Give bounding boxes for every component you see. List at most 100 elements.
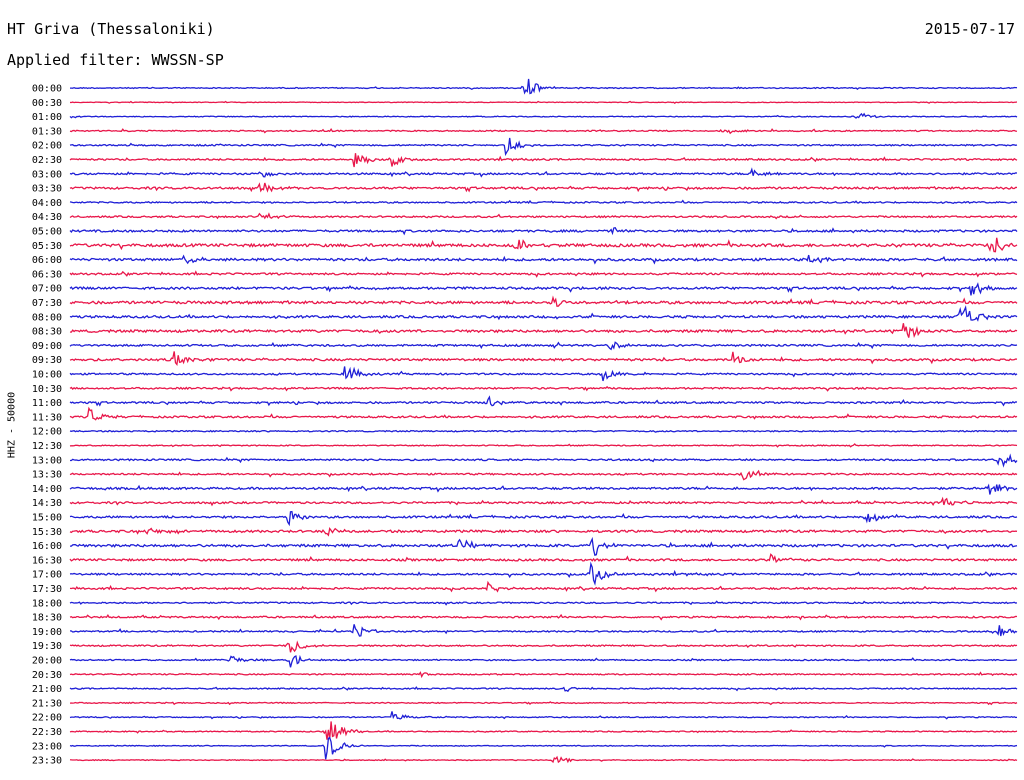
trace-row-1030 (69, 385, 1018, 392)
row-time-label: 21:30 (32, 698, 62, 709)
row-time-label: 20:00 (32, 656, 62, 667)
trace-row-1900 (69, 624, 1018, 637)
trace-row-2100 (69, 686, 1018, 693)
trace-row-0000 (69, 78, 1018, 95)
trace-row-0030 (69, 100, 1018, 104)
row-time-label: 15:00 (32, 513, 62, 524)
row-time-label: 22:00 (32, 713, 62, 724)
trace-row-2000 (69, 654, 1018, 668)
row-time-label: 15:30 (32, 527, 62, 538)
row-time-label: 04:00 (32, 198, 62, 209)
trace-row-1530 (69, 527, 1018, 537)
row-time-label: 01:30 (32, 126, 62, 137)
trace-row-0930 (69, 351, 1018, 367)
filter-label: Applied filter: WWSSN-SP (7, 51, 224, 69)
row-time-label: 16:30 (32, 555, 62, 566)
trace-row-0200 (69, 137, 1018, 157)
row-time-label: 01:00 (32, 112, 62, 123)
trace-row-1730 (69, 580, 1018, 593)
row-time-label: 05:00 (32, 227, 62, 238)
row-time-label: 19:00 (32, 627, 62, 638)
row-time-label: 18:00 (32, 598, 62, 609)
trace-row-1700 (69, 561, 1018, 586)
trace-row-0900 (69, 341, 1018, 351)
row-time-label: 14:00 (32, 484, 62, 495)
trace-row-0100 (69, 112, 1018, 119)
trace-row-1230 (69, 443, 1018, 448)
trace-row-1130 (69, 406, 1018, 421)
trace-row-0730 (69, 295, 1018, 307)
row-time-label: 08:00 (32, 312, 62, 323)
trace-row-0130 (69, 127, 1018, 135)
trace-row-2230 (69, 721, 1018, 740)
row-time-label: 00:30 (32, 98, 62, 109)
row-time-label: 17:00 (32, 570, 62, 581)
trace-row-1330 (69, 469, 1018, 481)
trace-row-0530 (69, 237, 1018, 253)
trace-row-0830 (69, 323, 1018, 338)
trace-row-0630 (69, 270, 1018, 278)
trace-row-2030 (69, 671, 1018, 679)
row-time-label: 13:30 (32, 470, 62, 481)
trace-row-1830 (69, 613, 1018, 621)
trace-row-2200 (69, 711, 1018, 720)
trace-row-2300 (69, 736, 1018, 760)
row-time-label: 21:00 (32, 684, 62, 695)
trace-row-1400 (69, 483, 1018, 495)
row-time-label: 17:30 (32, 584, 62, 595)
trace-row-0500 (69, 227, 1018, 236)
trace-row-0400 (69, 199, 1018, 205)
trace-row-1930 (69, 640, 1018, 653)
station-title: HT Griva (Thessaloniki) (7, 20, 215, 38)
row-time-label: 23:30 (32, 756, 62, 767)
trace-row-2130 (69, 701, 1018, 706)
date-label: 2015-07-17 (924, 20, 1015, 38)
row-time-label: 00:00 (32, 84, 62, 95)
row-time-label: 22:30 (32, 727, 62, 738)
row-time-label: 04:30 (32, 212, 62, 223)
trace-row-0300 (69, 167, 1018, 178)
row-time-label: 03:30 (32, 184, 62, 195)
row-time-label: 16:00 (32, 541, 62, 552)
row-time-label: 12:30 (32, 441, 62, 452)
row-time-label: 19:30 (32, 641, 62, 652)
trace-row-1430 (69, 496, 1018, 507)
row-time-label: 07:00 (32, 284, 62, 295)
row-time-label: 06:00 (32, 255, 62, 266)
row-time-label: 11:00 (32, 398, 62, 409)
row-time-label: 09:30 (32, 355, 62, 366)
row-time-label: 20:30 (32, 670, 62, 681)
trace-row-0330 (69, 182, 1018, 193)
row-time-label: 12:00 (32, 427, 62, 438)
row-time-label: 23:00 (32, 741, 62, 752)
trace-row-0700 (69, 282, 1018, 296)
trace-row-1300 (69, 453, 1018, 468)
row-time-label: 14:30 (32, 498, 62, 509)
row-time-label: 07:30 (32, 298, 62, 309)
row-time-label: 06:30 (32, 269, 62, 280)
trace-row-1800 (69, 600, 1018, 606)
trace-row-0430 (69, 212, 1018, 220)
trace-row-1500 (69, 510, 1018, 527)
trace-row-0230 (69, 153, 1018, 168)
trace-row-1630 (69, 553, 1018, 564)
trace-row-1000 (69, 366, 1018, 382)
traces-group (69, 78, 1018, 764)
row-time-label: 18:30 (32, 613, 62, 624)
trace-row-2330 (69, 755, 1018, 764)
trace-row-1600 (69, 536, 1018, 556)
time-labels-group: 00:00 00:30 01:00 01:30 02:00 02:30 03:00 03:30… (32, 84, 62, 767)
trace-row-1200 (69, 429, 1018, 433)
row-time-label: 08:30 (32, 327, 62, 338)
row-time-label: 09:00 (32, 341, 62, 352)
trace-row-0800 (69, 305, 1018, 322)
row-time-label: 10:30 (32, 384, 62, 395)
row-time-label: 03:00 (32, 169, 62, 180)
row-time-label: 02:30 (32, 155, 62, 166)
row-time-label: 05:30 (32, 241, 62, 252)
trace-row-0600 (69, 254, 1018, 265)
row-time-label: 02:00 (32, 141, 62, 152)
row-time-label: 11:30 (32, 412, 62, 423)
row-time-label: 13:00 (32, 455, 62, 466)
